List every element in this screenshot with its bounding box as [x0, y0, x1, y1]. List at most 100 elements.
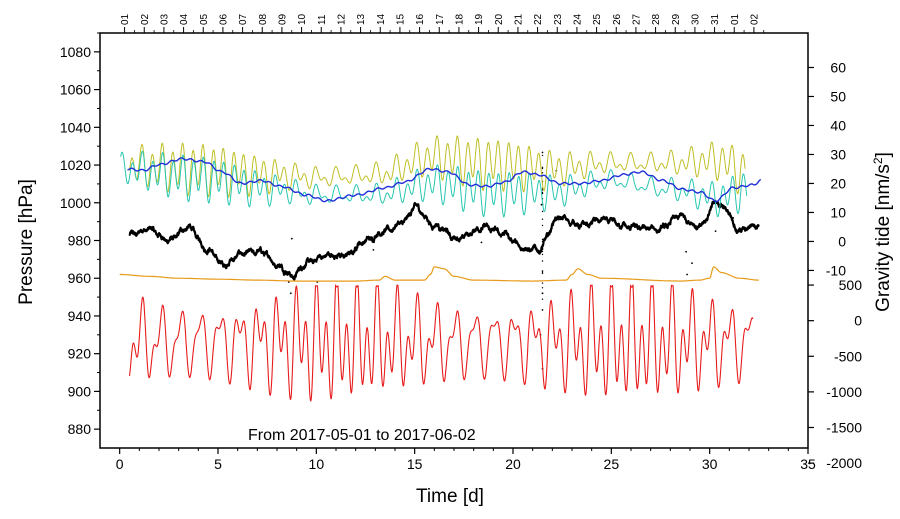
top-tick-label: 02: [749, 13, 760, 25]
y-axis-left-label: Pressure [hPa]: [16, 179, 37, 305]
pressure-outlier: [541, 298, 544, 300]
top-tick-label: 27: [631, 13, 642, 25]
pressure-outlier: [372, 249, 375, 251]
pressure-outlier: [541, 192, 544, 195]
y-right-lower-tick-label: -500: [834, 348, 862, 364]
pressure-outlier: [541, 224, 544, 227]
pressure-outlier: [541, 218, 544, 220]
series-red-lower-scale: [128, 284, 754, 402]
top-tick-label: 30: [690, 13, 701, 25]
y-right-lower-tick-label: -2000: [826, 455, 862, 471]
top-tick-label: 10: [297, 13, 308, 25]
x-tick-label: 5: [214, 456, 222, 472]
y-axis-right-label-sup: 2: [871, 157, 885, 164]
y-left-tick-label: 1060: [60, 82, 91, 98]
top-tick-label: 05: [199, 13, 210, 25]
x-tick-label: 25: [604, 456, 620, 472]
y-axis-right-label: Gravity tide [nm/s2]: [871, 152, 894, 312]
pressure-outlier: [541, 282, 544, 284]
top-tick-label: 16: [415, 13, 426, 25]
pressure-outlier: [541, 250, 544, 253]
x-axis-label: Time [d]: [416, 486, 484, 507]
y-left-tick-label: 1000: [60, 195, 91, 211]
top-tick-label: 29: [671, 13, 682, 25]
top-tick-label: 08: [258, 13, 269, 25]
y-right-tick-label: 0: [838, 233, 846, 249]
top-tick-label: 02: [140, 13, 151, 25]
pressure-outlier: [541, 167, 544, 170]
top-tick-label: 17: [435, 13, 446, 25]
pressure-outlier: [541, 244, 544, 247]
pressure-outlier: [541, 166, 544, 168]
pressure-outlier: [541, 240, 544, 243]
pressure-outlier: [290, 237, 293, 240]
y-left-tick-label: 940: [68, 308, 92, 324]
y-left-tick-label: 1080: [60, 44, 91, 60]
top-tick-label: 28: [651, 13, 662, 25]
pressure-outlier: [541, 238, 544, 241]
x-tick-label: 35: [800, 456, 816, 472]
top-tick-label: 04: [179, 13, 190, 25]
pressure-outlier: [289, 292, 292, 295]
top-tick-label: 01: [730, 13, 741, 25]
y-left-tick-label: 1020: [60, 157, 91, 173]
y-right-tick-label: 40: [830, 117, 846, 133]
top-tick-label: 11: [317, 14, 328, 25]
pressure-outlier: [541, 151, 544, 153]
x-tick-label: 20: [505, 456, 521, 472]
pressure-outlier: [480, 241, 483, 244]
y-right-tick-label: 10: [830, 204, 846, 220]
top-tick-label: 06: [218, 13, 229, 25]
pressure-outlier: [541, 189, 544, 191]
date-range-annotation: From 2017-05-01 to 2017-06-02: [248, 427, 476, 444]
top-tick-label: 23: [553, 13, 564, 25]
top-tick-label: 20: [494, 13, 505, 25]
y-right-lower-tick-label: 0: [854, 313, 862, 329]
pressure-outlier: [714, 230, 717, 233]
y-right-tick-label: 50: [830, 88, 846, 104]
y-right-tick-label: 60: [830, 59, 846, 75]
plot-frame: [99, 32, 809, 449]
top-tick-label: 31: [710, 13, 721, 25]
top-tick-label: 25: [592, 13, 603, 25]
top-tick-label: 24: [572, 13, 583, 25]
y-axis-right-label-end: ]: [873, 152, 894, 157]
pressure-outlier: [541, 292, 544, 294]
pressure-outlier: [541, 260, 544, 262]
top-tick-label: 26: [612, 13, 623, 25]
series-pressure: [128, 199, 760, 281]
pressure-outlier: [541, 210, 544, 213]
y-right-lower-tick-label: 500: [839, 277, 863, 293]
x-tick-label: 0: [116, 456, 124, 472]
y-left-tick-label: 900: [68, 383, 92, 399]
top-tick-label: 01: [120, 13, 131, 25]
pressure-outlier: [541, 191, 544, 194]
x-tick-label: 15: [407, 456, 423, 472]
y-left-tick-label: 960: [68, 270, 92, 286]
top-tick-label: 22: [533, 13, 544, 25]
pressure-outlier: [541, 270, 544, 272]
top-tick-label: 21: [513, 13, 524, 25]
top-tick-label: 09: [277, 13, 288, 25]
top-tick-label: 15: [395, 13, 406, 25]
top-tick-label: 07: [238, 13, 249, 25]
top-tick-label: 12: [336, 13, 347, 25]
series-gravity-tide-upper-yellow: [129, 135, 746, 198]
y-right-tick-label: 30: [830, 146, 846, 162]
pressure-outlier: [541, 272, 544, 275]
y-left-tick-label: 980: [68, 233, 92, 249]
top-tick-label: 03: [159, 13, 170, 25]
pressure-outlier: [541, 154, 544, 157]
pressure-outlier: [732, 217, 735, 219]
pressure-outlier: [541, 243, 544, 246]
pressure-outlier: [541, 271, 544, 274]
x-tick-label: 10: [309, 456, 325, 472]
pressure-outlier: [685, 250, 687, 253]
series-smoothed-trend-blue: [127, 157, 762, 203]
pressure-outlier: [541, 248, 544, 251]
top-tick-label: 19: [474, 13, 485, 25]
y-left-tick-label: 920: [68, 346, 92, 362]
series-gravity-tide-lower-cyan: [120, 150, 748, 218]
